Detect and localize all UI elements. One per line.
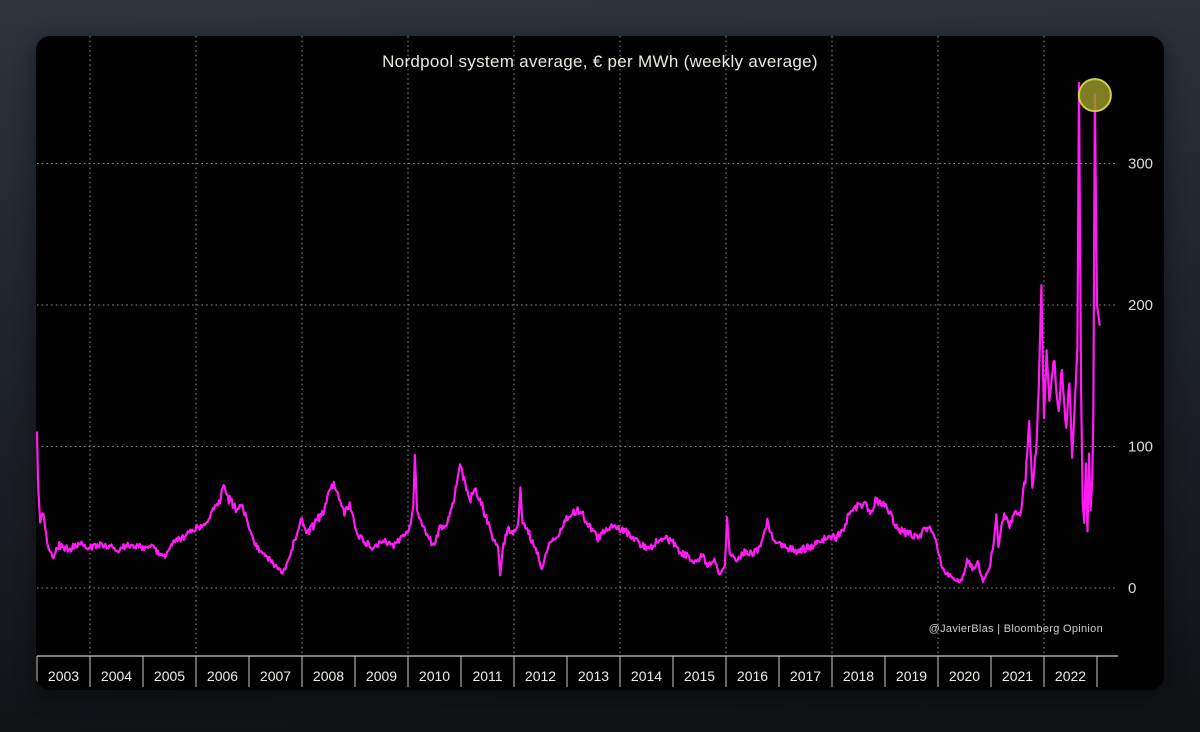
x-axis-year-label: 2008 [313, 668, 344, 684]
x-axis-year-label: 2015 [684, 668, 715, 684]
x-axis-year-label: 2009 [366, 668, 397, 684]
x-axis-year-label: 2010 [419, 668, 450, 684]
x-axis-year-label: 2014 [631, 668, 662, 684]
x-axis-year-label: 2021 [1002, 668, 1033, 684]
x-axis-year-label: 2016 [737, 668, 768, 684]
x-axis-year-label: 2006 [207, 668, 238, 684]
x-axis-year-label: 2019 [896, 668, 927, 684]
chart-plot-area: 0 100 200 300 2003 2004 2005 2006 2007 2008 2009 20… [36, 36, 1153, 687]
price-line [36, 81, 1101, 584]
peak-highlight-circle [1077, 78, 1112, 113]
x-axis-year-label: 2003 [48, 668, 79, 684]
x-axis-year-label: 2011 [472, 668, 502, 684]
attribution-text: @JavierBlas | Bloomberg Opinion [928, 623, 1103, 635]
chart-title: Nordpool system average, € per MWh (week… [382, 52, 818, 71]
x-axis-year-label: 2004 [101, 668, 132, 684]
x-axis-year-label: 2013 [578, 668, 609, 684]
x-axis-year-label: 2020 [949, 668, 980, 684]
x-axis-year-label: 2017 [790, 668, 821, 684]
x-axis-year-label: 2018 [843, 668, 874, 684]
x-axis-year-label: 2005 [154, 668, 185, 684]
x-axis-year-label: 2007 [260, 668, 291, 684]
x-axis-year-label: 2012 [525, 668, 556, 684]
y-axis-tick-label: 300 [1128, 156, 1153, 173]
y-axis-tick-label: 0 [1128, 580, 1136, 597]
y-axis-tick-label: 100 [1128, 439, 1153, 456]
x-axis-year-label: 2022 [1055, 668, 1086, 684]
y-axis-tick-label: 200 [1128, 297, 1153, 314]
chart-card: 0 100 200 300 2003 2004 2005 2006 2007 2008 2009 20… [36, 36, 1164, 690]
